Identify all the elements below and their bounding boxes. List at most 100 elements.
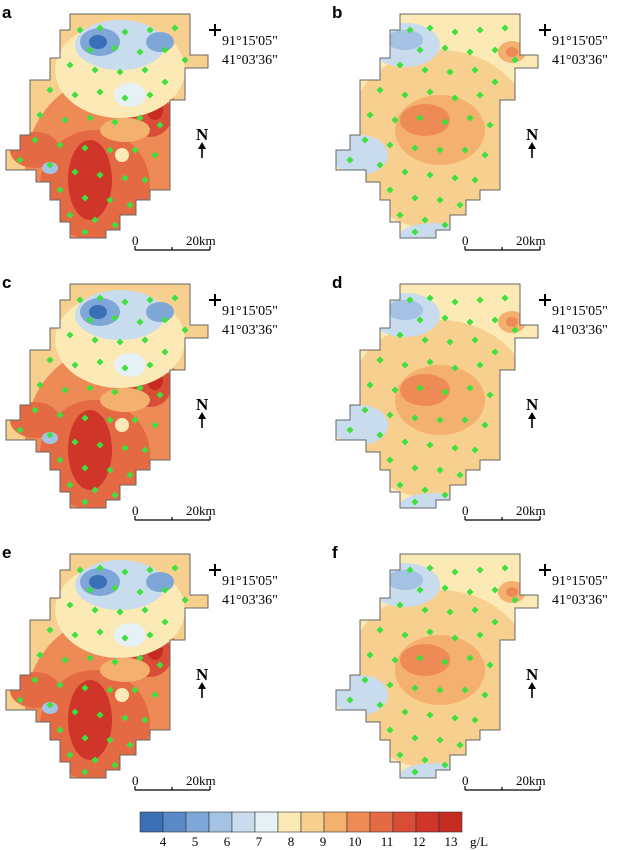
map-panel-d: d 91°15'05" 41°03'36" N 0 20km [332, 273, 608, 521]
scale-zero: 0 [132, 503, 139, 518]
sample-point [416, 46, 424, 54]
sample-point [151, 691, 159, 699]
sample-point [441, 44, 449, 52]
sample-point [511, 326, 519, 334]
sample-point [146, 296, 154, 304]
map-panel-c: c 91°15'05" 41°03'36" N 0 20km [2, 273, 278, 521]
sample-point [391, 116, 399, 124]
sample-point [136, 384, 144, 392]
contour-zone [68, 140, 112, 220]
sample-point [346, 426, 354, 434]
sample-point [446, 338, 454, 346]
sample-point [126, 201, 134, 209]
sample-point [66, 211, 74, 219]
colorbar-swatch [162, 811, 187, 833]
sample-point [81, 194, 89, 202]
sample-point [416, 654, 424, 662]
sample-point [471, 336, 479, 344]
contour-zone [400, 223, 470, 238]
sample-point [121, 444, 129, 452]
sample-point [86, 114, 94, 122]
north-arrow-head [528, 682, 536, 689]
sample-point [111, 221, 119, 229]
coordinate-latitude: 41°03'36" [222, 323, 278, 338]
scale-zero: 0 [462, 773, 469, 788]
sample-point [161, 316, 169, 324]
sample-point [121, 174, 129, 182]
sample-point [46, 431, 54, 439]
sample-point [71, 438, 79, 446]
concentration-field [336, 284, 538, 508]
sample-point [476, 361, 484, 369]
sample-point [451, 568, 459, 576]
sample-point [476, 566, 484, 574]
sample-point [421, 606, 429, 614]
sample-point [96, 628, 104, 636]
sample-point [396, 751, 404, 759]
study-area-outline [335, 283, 539, 509]
sample-point [426, 628, 434, 636]
sample-point [426, 564, 434, 572]
sample-point [81, 684, 89, 692]
scale-end: 20km [186, 503, 216, 518]
map-panel-e: e 91°15'05" 41°03'36" N 0 20km [2, 543, 278, 791]
north-arrow-label: N [526, 395, 539, 414]
north-arrow-label: N [196, 665, 209, 684]
coordinate-latitude: 41°03'36" [552, 323, 608, 338]
contour-zone [387, 30, 423, 50]
sample-point [486, 661, 494, 669]
sample-point [151, 151, 159, 159]
contour-zone [336, 675, 388, 715]
north-arrow-head [198, 142, 206, 149]
contour-zone [100, 118, 150, 142]
sample-point [461, 416, 469, 424]
sample-point [91, 486, 99, 494]
sample-point [441, 221, 449, 229]
coordinate-latitude: 41°03'36" [552, 53, 608, 68]
sample-point [141, 176, 149, 184]
sample-point [141, 716, 149, 724]
coordinate-longitude: 91°15'05" [552, 304, 608, 319]
sample-point [106, 466, 114, 474]
sample-point [451, 364, 459, 372]
sample-point [436, 686, 444, 694]
sample-point [361, 676, 369, 684]
sample-point [106, 146, 114, 154]
contour-zone [114, 353, 146, 377]
map-panel-a: a 91°15'05" 41°03'36" N 0 20km [2, 3, 278, 251]
coordinate-longitude: 91°15'05" [552, 34, 608, 49]
sample-point [511, 56, 519, 64]
contour-zone [387, 570, 423, 590]
sample-point [411, 414, 419, 422]
sample-point [461, 146, 469, 154]
colorbar-swatch [323, 811, 348, 833]
sample-point [136, 48, 144, 56]
sample-point [441, 118, 449, 126]
sample-point [56, 186, 64, 194]
sample-point [181, 596, 189, 604]
colorbar-unit: g/L [470, 834, 488, 849]
coordinate-longitude: 91°15'05" [222, 34, 278, 49]
sample-point [146, 91, 154, 99]
sample-point [161, 348, 169, 356]
sample-point [421, 216, 429, 224]
sample-point [136, 114, 144, 122]
sample-point [411, 498, 419, 506]
panel-label: e [2, 543, 11, 562]
sample-point [386, 681, 394, 689]
sample-point [441, 491, 449, 499]
sample-point [181, 56, 189, 64]
sample-point [46, 356, 54, 364]
sample-point [126, 471, 134, 479]
sample-point [36, 381, 44, 389]
sample-point [61, 656, 69, 664]
contour-zone [114, 83, 146, 107]
sample-point [136, 318, 144, 326]
sample-point [471, 606, 479, 614]
contour-zone [89, 35, 107, 49]
sample-point [476, 26, 484, 34]
sample-point [66, 751, 74, 759]
sample-point [146, 631, 154, 639]
sample-point [71, 91, 79, 99]
sample-point [406, 296, 414, 304]
